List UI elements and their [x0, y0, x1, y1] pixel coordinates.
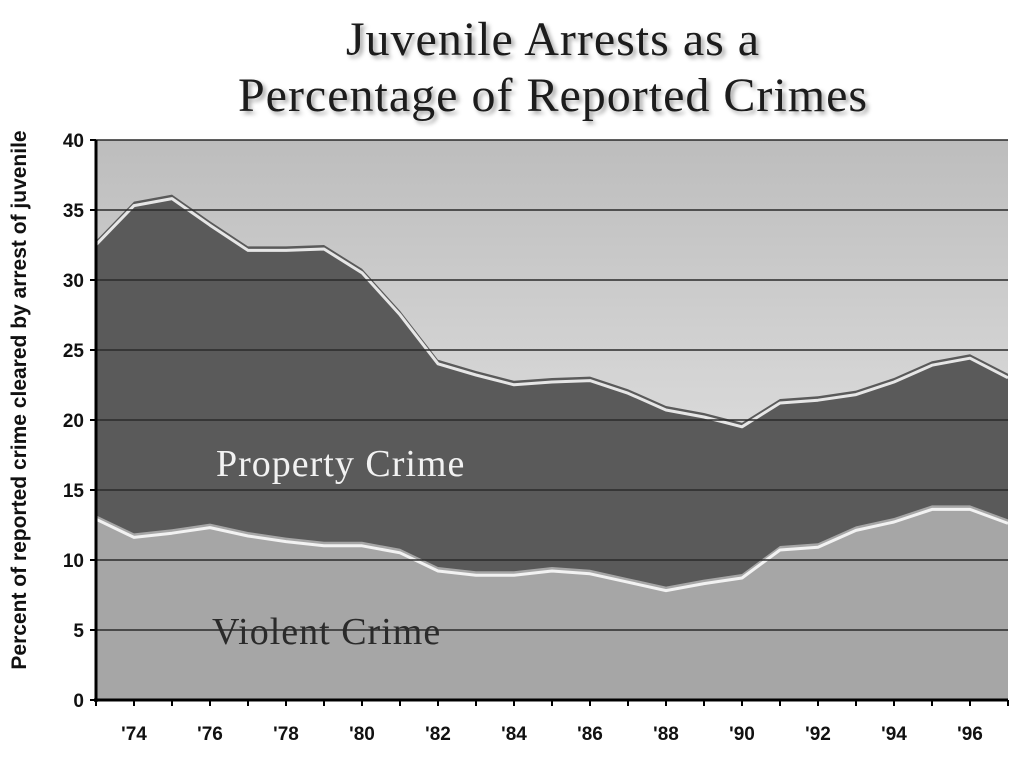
violent-crime-area: [96, 505, 1008, 700]
y-tick-label: 25: [63, 341, 85, 362]
y-tick-label: 0: [73, 691, 84, 712]
x-tick-label: '86: [577, 724, 603, 745]
y-tick-label: 15: [63, 481, 85, 502]
x-tick-label: '92: [805, 724, 831, 745]
x-tick-labels: '74 '76 '78 '80 '82 '84 '86 '88 '90 '92 '94 '96: [121, 724, 983, 745]
property-crime-label: Property Crime: [216, 443, 465, 485]
chart-title-line-1: Juvenile Arrests as a: [345, 13, 761, 66]
axes: [90, 139, 1009, 706]
y-tick-label: 40: [63, 131, 84, 152]
x-tick-label: '90: [729, 724, 755, 745]
violent-crime-label: Violent Crime: [212, 611, 441, 653]
x-tick-label: '76: [197, 724, 223, 745]
gridlines: [96, 139, 1008, 631]
x-tick-label: '88: [653, 724, 679, 745]
y-tick-labels: 0 5 10 15 20 25 30 35 40: [63, 131, 85, 712]
x-tick-label: '78: [273, 724, 299, 745]
x-tick-label: '80: [349, 724, 375, 745]
x-tick-label: '94: [881, 724, 907, 745]
y-tick-label: 20: [63, 411, 84, 432]
y-tick-label: 35: [63, 201, 85, 222]
property-crime-highlight: [94, 197, 1009, 429]
y-tick-label: 10: [63, 551, 84, 572]
y-tick-label: 30: [63, 271, 84, 292]
x-tick-label: '96: [957, 724, 983, 745]
x-tick-label: '82: [425, 724, 451, 745]
x-tick-label: '74: [121, 724, 147, 745]
y-tick-label: 5: [73, 621, 84, 642]
chart-title-line-2: Percentage of Reported Crimes: [237, 69, 869, 122]
x-tick-label: '84: [501, 724, 527, 745]
violent-crime-highlight: [95, 507, 1009, 593]
